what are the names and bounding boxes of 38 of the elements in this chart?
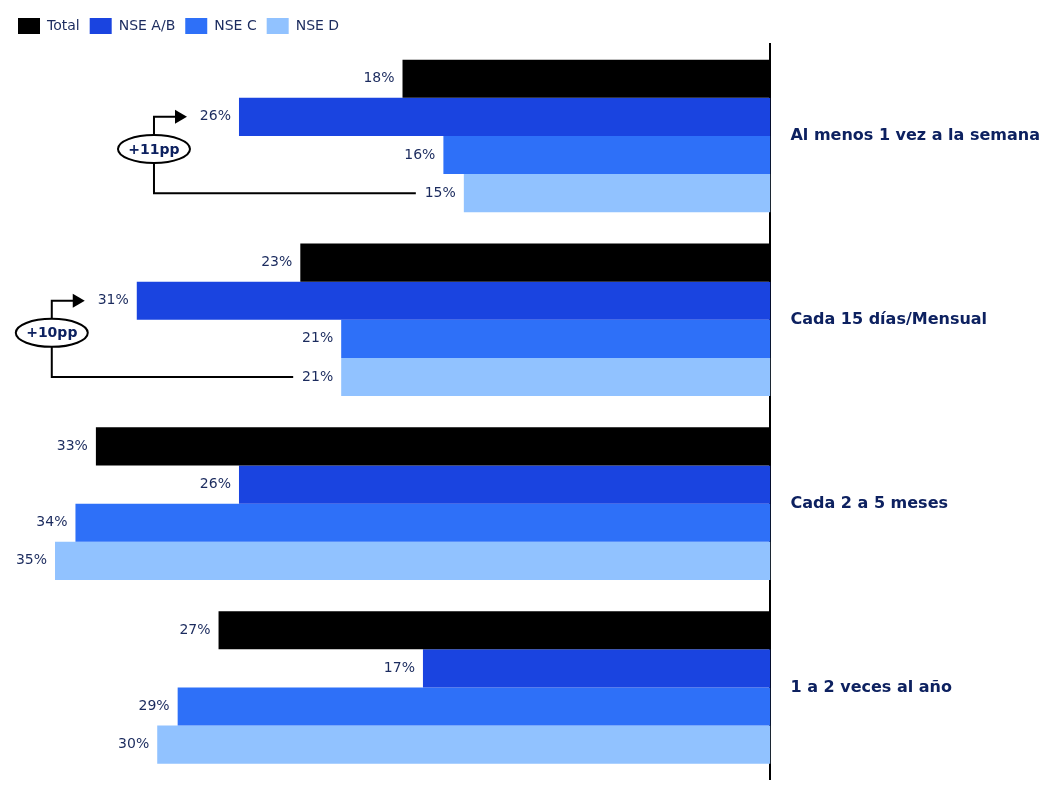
legend-label: NSE C <box>214 16 257 33</box>
bar <box>341 319 771 358</box>
bar <box>55 541 771 580</box>
data-label: 29% <box>138 697 170 714</box>
data-label: 21% <box>302 329 334 346</box>
legend-label: Total <box>46 16 80 33</box>
data-label: 33% <box>56 437 88 454</box>
annotation: +10pp <box>26 324 78 341</box>
legend-label: NSE D <box>295 16 340 33</box>
data-label: 31% <box>97 291 129 308</box>
bar <box>341 357 771 397</box>
data-label: 26% <box>199 107 231 124</box>
annotation: +11pp <box>128 140 180 157</box>
data-label: 17% <box>383 659 415 676</box>
data-label: 18% <box>363 69 395 86</box>
data-label: 21% <box>302 367 334 384</box>
data-label: 26% <box>199 475 231 492</box>
data-label: 30% <box>118 735 150 752</box>
data-label: 23% <box>261 253 293 270</box>
bar <box>443 135 771 175</box>
y-tick-label: Al menos 1 vez a la semana <box>790 125 1041 145</box>
bar <box>422 649 771 688</box>
bar <box>463 174 771 213</box>
y-tick-label: Cada 2 a 5 meses <box>790 492 949 512</box>
y-tick-label: 1 a 2 veces al año <box>790 676 952 696</box>
y-tick-label: Cada 15 días/Mensual <box>790 308 988 328</box>
data-label: 15% <box>424 183 456 200</box>
legend-label: NSE A/B <box>118 16 176 33</box>
data-label: 27% <box>179 620 211 637</box>
bar <box>75 503 771 542</box>
bar <box>136 281 771 320</box>
bar <box>238 465 771 504</box>
bar <box>177 687 771 726</box>
data-label: 16% <box>404 145 436 162</box>
data-label: 35% <box>15 551 48 568</box>
data-label: 34% <box>36 513 68 530</box>
bar <box>238 97 771 136</box>
bar <box>157 725 771 764</box>
